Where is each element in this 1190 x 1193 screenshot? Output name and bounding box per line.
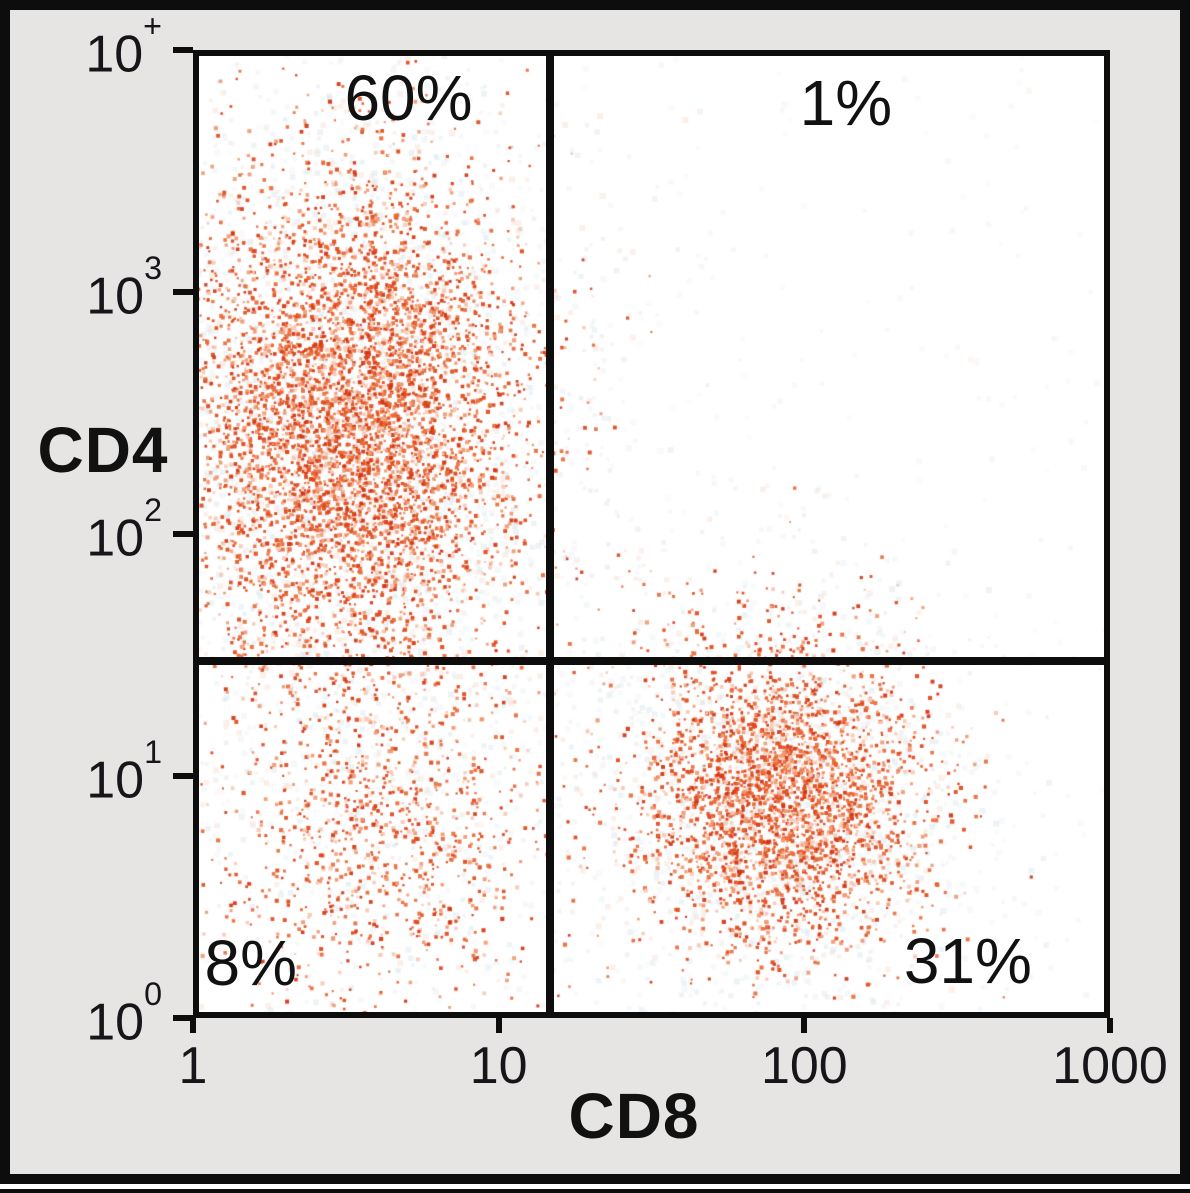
quadrant-label-lower-left: 8% [204, 926, 298, 999]
y-tick [173, 289, 193, 295]
scatter-dot-canvas [193, 50, 1110, 1018]
y-tick-label: 101 [86, 733, 162, 810]
y-tick [173, 531, 193, 537]
x-tick-label: 10 [469, 1037, 528, 1095]
quadrant-vertical-line [545, 50, 554, 1018]
plot-area: 60% 1% 8% 31% [193, 50, 1110, 1018]
quadrant-label-upper-left: 60% [344, 62, 473, 135]
plot-border [193, 50, 1110, 1018]
x-tick-label: 100 [760, 1037, 848, 1095]
quadrant-label-upper-right: 1% [799, 67, 893, 140]
quadrant-horizontal-line [193, 656, 1110, 665]
x-tick [801, 1018, 808, 1033]
y-tick-label: 100 [86, 975, 162, 1052]
y-tick-label: 10+ [85, 7, 162, 84]
x-tick-label: 1 [178, 1037, 208, 1095]
y-tick-label: 103 [86, 249, 162, 326]
y-axis-title: CD4 [37, 414, 169, 486]
y-tick [173, 773, 193, 779]
x-axis-title: CD8 [568, 1080, 700, 1152]
x-tick [495, 1018, 502, 1033]
y-tick [173, 1015, 193, 1021]
x-tick [1107, 1018, 1113, 1033]
y-tick-label: 102 [86, 491, 162, 568]
y-tick [173, 47, 193, 53]
bottom-rule-line [0, 1189, 1190, 1193]
x-tick [190, 1018, 196, 1033]
quadrant-label-lower-right: 31% [903, 924, 1032, 997]
x-tick-label: 1000 [1052, 1037, 1168, 1095]
